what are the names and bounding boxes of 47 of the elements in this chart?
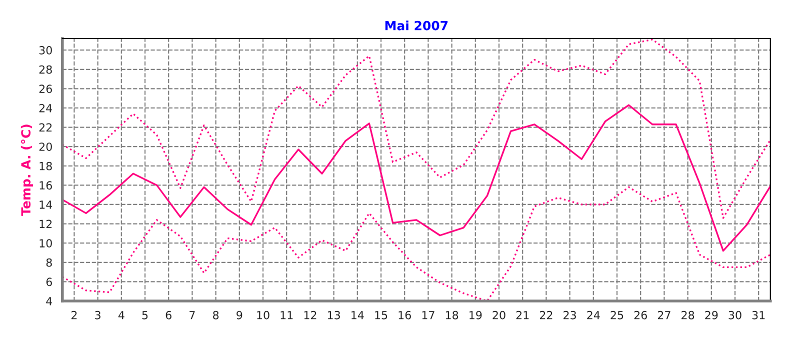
- x-tick-label: 28: [682, 310, 694, 320]
- x-tick-label: 14: [352, 311, 364, 320]
- y-tick-label: 20: [39, 142, 52, 151]
- y-tick-label: 10: [40, 239, 52, 248]
- x-tick-label: 29: [705, 310, 718, 320]
- x-tick-label: 10: [257, 310, 270, 320]
- y-tick-label: 6: [46, 278, 52, 286]
- x-tick-label: 8: [213, 310, 219, 320]
- x-tick-label: 13: [328, 310, 340, 320]
- x-tick-label: 6: [166, 310, 172, 320]
- x-tick-label: 9: [236, 310, 242, 320]
- y-tick-label: 4: [46, 297, 52, 306]
- x-tick-label: 7: [190, 311, 195, 320]
- x-tick-label: 24: [587, 310, 600, 320]
- y-tick-label: 14: [40, 200, 52, 209]
- x-tick-label: 23: [564, 310, 576, 320]
- x-tick-label: 19: [470, 310, 482, 320]
- y-tick-label: 30: [39, 46, 52, 54]
- x-tick-label: 27: [658, 310, 670, 320]
- y-tick-label: 18: [40, 162, 52, 170]
- x-tick-label: 21: [516, 310, 529, 320]
- y-tick-label: 12: [40, 220, 52, 228]
- y-tick-label: 8: [46, 258, 52, 267]
- x-tick-label: 12: [304, 310, 316, 320]
- line-series: [62, 104, 770, 252]
- x-tick-label: 11: [280, 311, 293, 320]
- x-tick-label: 20: [492, 310, 506, 320]
- x-tick-label: 4: [118, 311, 124, 320]
- x-tick-label: 16: [398, 310, 411, 320]
- y-tick-label: 16: [40, 181, 52, 190]
- y-tick-label: 28: [39, 65, 52, 74]
- x-tick-label: 22: [540, 310, 552, 320]
- y-axis-title: Temp. A. (°C): [20, 124, 33, 216]
- x-tick-label: 30: [728, 310, 742, 320]
- y-tick-label: 22: [39, 123, 52, 132]
- y-tick-label: 26: [39, 84, 52, 94]
- x-tick-label: 5: [142, 311, 148, 320]
- x-tick-label: 3: [95, 310, 100, 320]
- chart-title: Mai 2007: [385, 20, 448, 30]
- x-tick-label: 31: [752, 310, 765, 320]
- x-tick-label: 26: [634, 310, 647, 320]
- x-tick-label: 15: [375, 311, 388, 320]
- y-tick-label: 24: [39, 104, 52, 112]
- x-tick-label: 17: [422, 311, 434, 320]
- x-tick-label: 25: [610, 310, 624, 320]
- x-tick-label: 18: [446, 310, 458, 320]
- x-tick-label: 2: [71, 310, 77, 320]
